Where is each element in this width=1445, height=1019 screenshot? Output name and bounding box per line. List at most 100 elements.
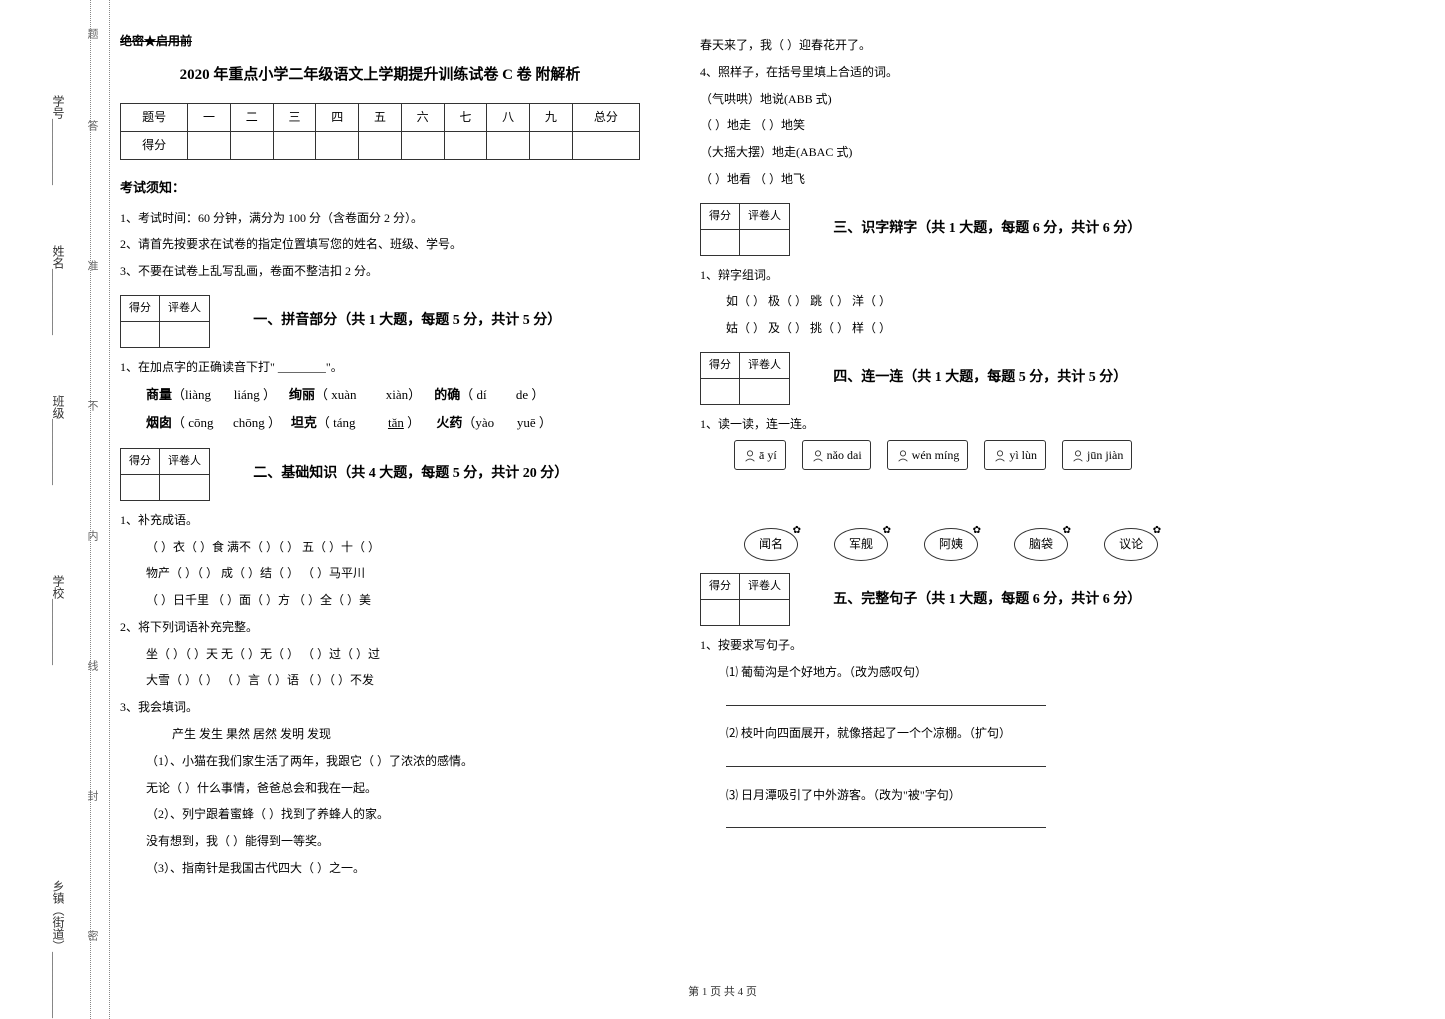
rule-item: 2、请首先按要求在试卷的指定位置填写您的姓名、班级、学号。 (120, 233, 640, 256)
p2-q1-line: （ ）日千里 （ ）面（ ）方 （ ）全（ ）美 (120, 589, 640, 612)
p2-q3-line: （3）、指南针是我国古代四大（ ）之一。 (120, 857, 640, 880)
part1-header: 得分评卷人 一、拼音部分（共 1 大题，每题 5 分，共计 5 分） (120, 295, 640, 348)
margin-field-label: 班级___________ (50, 395, 67, 485)
score-header-cell: 六 (401, 104, 444, 132)
p3-line: 姑（ ） 及（ ） 挑（ ） 样（ ） (700, 317, 1220, 340)
paper-title: 2020 年重点小学二年级语文上学期提升训练试卷 C 卷 附解析 (120, 61, 640, 90)
p2-q1-line: （ ）衣（ ）食 满不（ ）（ ） 五（ ）十（ ） (120, 536, 640, 559)
col2-top-line: （大摇大摆）地走(ABAC 式) (700, 141, 1220, 164)
part4-header: 得分评卷人 四、连一连（共 1 大题，每题 5 分，共计 5 分） (700, 352, 1220, 405)
score-blank-cell (188, 132, 231, 160)
p1-row2: 烟囱（ cōng chōng ） 坦克（ táng tǎn ） 火药（yào y… (120, 411, 640, 436)
answer-blank (726, 814, 1046, 828)
p5-q1-stem: 1、按要求写句子。 (700, 634, 1220, 657)
score-blank-cell (316, 132, 359, 160)
seal-line-char: 内 (84, 530, 100, 541)
p2-q3-line: 无论（ ）什么事情，爸爸总会和我在一起。 (120, 777, 640, 800)
word-oval: 脑袋✿ (1014, 528, 1068, 561)
p5-line: ⑶ 日月潭吸引了中外游客。（改为"被"字句） (700, 784, 1220, 807)
dotted-line (90, 0, 91, 1019)
page-number: 第 1 页 共 4 页 (688, 983, 757, 999)
score-header-cell: 一 (188, 104, 231, 132)
margin-field-label: 学校___________ (50, 575, 67, 665)
score-blank-cell (572, 132, 639, 160)
score-header-cell: 五 (359, 104, 402, 132)
word-oval: 议论✿ (1104, 528, 1158, 561)
p2-q2-stem: 2、将下列词语补充完整。 (120, 616, 640, 639)
seal-line-char: 答 (84, 120, 100, 131)
seal-line-char: 不 (84, 400, 100, 411)
score-blank-cell (401, 132, 444, 160)
col2-top-line: （ ）地看 （ ）地飞 (700, 168, 1220, 191)
part4-title: 四、连一连（共 1 大题，每题 5 分，共计 5 分） (833, 365, 1127, 392)
rule-item: 1、考试时间：60 分钟，满分为 100 分（含卷面分 2 分）。 (120, 207, 640, 230)
grader-cell: 评卷人 (160, 295, 210, 321)
score-box: 得分评卷人 (700, 352, 790, 405)
seal-line-char: 密 (84, 930, 100, 941)
p2-q3-stem: 3、我会填词。 (120, 696, 640, 719)
p2-q3-line: （1）、小猫在我们家生活了两年，我跟它（ ）了浓浓的感情。 (120, 750, 640, 773)
part2-title: 二、基础知识（共 4 大题，每题 5 分，共计 20 分） (253, 461, 568, 488)
score-blank-cell: 得分 (121, 132, 188, 160)
rule-item: 3、不要在试卷上乱写乱画，卷面不整洁扣 2 分。 (120, 260, 640, 283)
pinyin-card: nǎo dai (802, 440, 871, 471)
score-blank-cell (487, 132, 530, 160)
part2-header: 得分评卷人 二、基础知识（共 4 大题，每题 5 分，共计 20 分） (120, 448, 640, 501)
score-blank-cell (444, 132, 487, 160)
p2-q3-line: 没有想到，我（ ）能得到一等奖。 (120, 830, 640, 853)
score-header-cell: 七 (444, 104, 487, 132)
part3-header: 得分评卷人 三、识字辩字（共 1 大题，每题 6 分，共计 6 分） (700, 203, 1220, 256)
pinyin-card: yì lùn (984, 440, 1046, 471)
score-blank-cell (230, 132, 273, 160)
p2-q3-bank: 产生 发生 果然 居然 发明 发现 (120, 723, 640, 746)
score-table: 题号一二三四五六七八九总分 得分 (120, 103, 640, 160)
score-header-cell: 总分 (572, 104, 639, 132)
col2-top-line: 春天来了，我（ ）迎春花开了。 (700, 34, 1220, 57)
margin-field-label: 学号___________ (50, 95, 67, 185)
page-content: 绝密★启用前 2020 年重点小学二年级语文上学期提升训练试卷 C 卷 附解析 … (120, 30, 1420, 884)
part1-title: 一、拼音部分（共 1 大题，每题 5 分，共计 5 分） (253, 308, 561, 335)
p2-q2-line: 坐（ ）（ ）天 无（ ）无（ ） （ ）过（ ）过 (120, 643, 640, 666)
word-oval: 闻名✿ (744, 528, 798, 561)
p1-row1: 商量（liàng liáng ） 绚丽（ xuàn xiàn） 的确（ dí d… (120, 383, 640, 408)
answer-blank (726, 692, 1046, 706)
p3-q1-stem: 1、辩字组词。 (700, 264, 1220, 287)
word-oval: 军舰✿ (834, 528, 888, 561)
rules-header: 考试须知： (120, 176, 640, 201)
score-box: 得分评卷人 (120, 295, 210, 348)
part5-title: 五、完整句子（共 1 大题，每题 6 分，共计 6 分） (833, 587, 1141, 614)
score-blank-cell (359, 132, 402, 160)
p4-card-row: ā yí nǎo dai wén míng yì lùn jūn jiàn (700, 440, 1220, 471)
score-box: 得分评卷人 (120, 448, 210, 501)
score-blank-cell (530, 132, 573, 160)
p2-q1-stem: 1、补充成语。 (120, 509, 640, 532)
answer-blank (726, 753, 1046, 767)
p2-q3-line: （2）、列宁跟着蜜蜂（ ）找到了养蜂人的家。 (120, 803, 640, 826)
score-box: 得分评卷人 (700, 203, 790, 256)
col2-top-line: （ ）地走 （ ）地笑 (700, 114, 1220, 137)
pinyin-card: ā yí (734, 440, 786, 471)
right-column: 春天来了，我（ ）迎春花开了。4、照样子，在括号里填上合适的词。 （气哄哄）地说… (700, 30, 1220, 884)
pinyin-card: wén míng (887, 440, 969, 471)
score-header-cell: 八 (487, 104, 530, 132)
seal-line-char: 线 (84, 660, 100, 671)
left-column: 绝密★启用前 2020 年重点小学二年级语文上学期提升训练试卷 C 卷 附解析 … (120, 30, 640, 884)
col2-top-line: 4、照样子，在括号里填上合适的词。 (700, 61, 1220, 84)
margin-field-label: 乡镇（街道）___________ (50, 880, 67, 1018)
p1-q1-stem: 1、在加点字的正确读音下打" ________"。 (120, 356, 640, 379)
margin-field-label: 姓名___________ (50, 245, 67, 335)
score-box: 得分评卷人 (700, 573, 790, 626)
score-cell: 得分 (121, 295, 160, 321)
score-blank-cell (273, 132, 316, 160)
score-header-cell: 四 (316, 104, 359, 132)
word-oval: 阿姨✿ (924, 528, 978, 561)
pinyin-card: jūn jiàn (1062, 440, 1132, 471)
p4-oval-row: 闻名✿ 军舰✿ 阿姨✿ 脑袋✿ 议论✿ (700, 528, 1220, 561)
secret-label: 绝密★启用前 (120, 30, 640, 53)
p2-q2-line: 大雪（ ）（ ） （ ）言（ ）语 （ ）（ ）不发 (120, 669, 640, 692)
score-header-cell: 九 (530, 104, 573, 132)
p5-line: ⑵ 枝叶向四面展开，就像搭起了一个个凉棚。（扩句） (700, 722, 1220, 745)
part5-header: 得分评卷人 五、完整句子（共 1 大题，每题 6 分，共计 6 分） (700, 573, 1220, 626)
seal-line-char: 封 (84, 790, 100, 801)
seal-line-char: 准 (84, 260, 100, 271)
